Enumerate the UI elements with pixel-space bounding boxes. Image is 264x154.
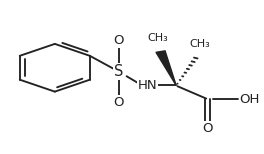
Text: HN: HN xyxy=(138,79,157,92)
Text: CH₃: CH₃ xyxy=(189,39,210,49)
Text: O: O xyxy=(114,34,124,47)
Text: OH: OH xyxy=(239,93,259,106)
Text: S: S xyxy=(114,64,124,79)
Polygon shape xyxy=(156,51,176,85)
Text: CH₃: CH₃ xyxy=(148,33,168,43)
Text: O: O xyxy=(202,122,213,135)
Text: O: O xyxy=(114,96,124,109)
